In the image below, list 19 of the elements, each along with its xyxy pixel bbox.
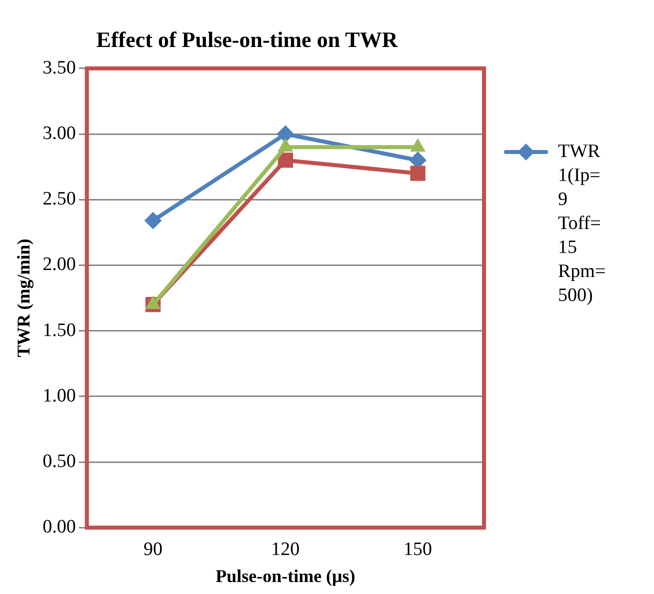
chart-title: Effect of Pulse-on-time on TWR	[96, 26, 399, 52]
y-axis-title: TWR (mg/min)	[13, 238, 34, 358]
point	[276, 126, 294, 142]
point	[278, 152, 293, 168]
x-tick-label: 90	[144, 538, 163, 560]
point	[144, 212, 162, 230]
y-tick-label: 3.00	[42, 122, 76, 144]
legend-label: TWR 1(Ip= 9 Toff= 15 Rpm= 500)	[558, 140, 607, 308]
y-tick-label: 0.00	[42, 516, 76, 538]
x-tick-label: 120	[271, 538, 300, 560]
y-tick-label: 3.50	[42, 57, 76, 78]
x-axis-title: Pulse-on-time (μs)	[216, 566, 356, 586]
y-tick-label: 2.00	[42, 254, 76, 276]
y-tick-label: 1.00	[42, 385, 76, 406]
y-tick-label: 0.50	[42, 450, 76, 472]
x-tick-label: 150	[404, 538, 432, 560]
y-tick-label: 2.50	[42, 188, 76, 210]
point	[410, 166, 426, 181]
y-tick-label: 1.50	[42, 320, 76, 341]
